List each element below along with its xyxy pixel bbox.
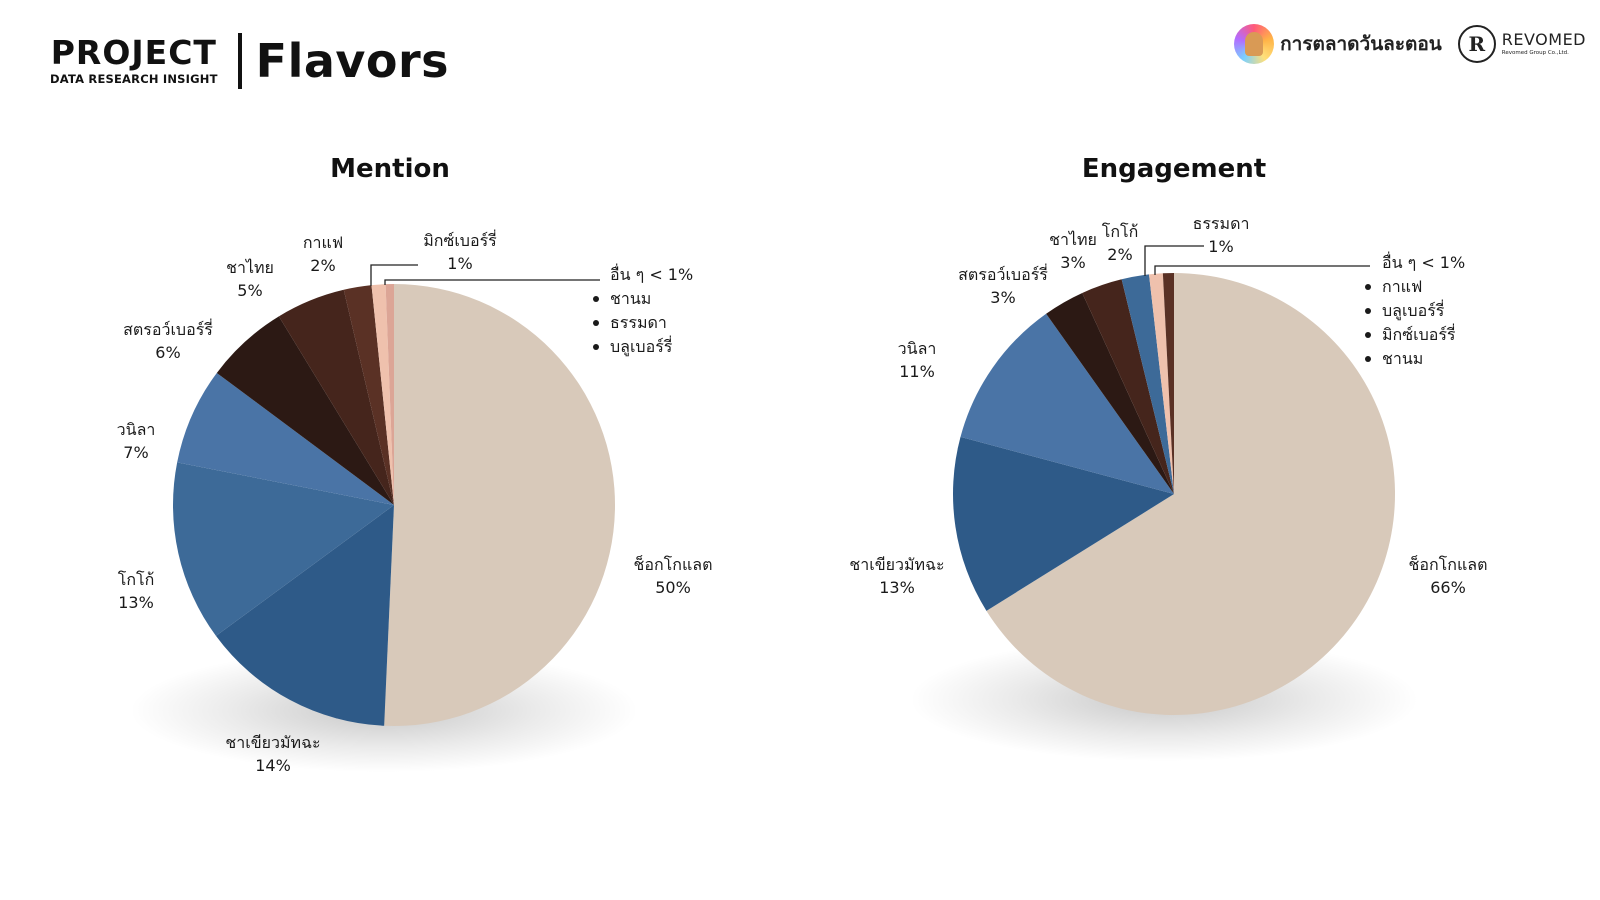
- slice-label: กาแฟ: [303, 233, 343, 252]
- leader-line: [1144, 245, 1204, 276]
- others-item: บลูเบอร์รี่: [610, 335, 673, 357]
- slice-value-label: 3%: [1060, 253, 1085, 272]
- revomed-logo-subtitle: Revomed Group Co.,Ltd.: [1501, 50, 1569, 56]
- slice-value-label: 3%: [990, 288, 1015, 307]
- others-label: อื่น ๆ < 1%: [1382, 251, 1465, 272]
- pie-slice: [986, 273, 1396, 715]
- page-title: Flavors: [255, 34, 450, 88]
- pie-slice: [278, 289, 394, 505]
- pie-slice: [216, 316, 394, 505]
- pie-slice: [177, 372, 394, 505]
- pie-slice: [1046, 292, 1174, 494]
- partner-logos: การตลาดวันละตอน R REVOMED Revomed Group …: [1234, 24, 1586, 64]
- header-divider: [237, 33, 242, 89]
- slice-label: สตรอว์เบอร์รี่: [123, 318, 213, 339]
- pie-slice: [960, 313, 1174, 494]
- slice-value-label: 50%: [655, 578, 691, 597]
- others-item: กาแฟ: [1382, 277, 1422, 296]
- pie-slice: [1149, 273, 1174, 494]
- slice-value-label: 7%: [123, 443, 148, 462]
- slice-label: ธรรมดา: [1193, 214, 1250, 233]
- marketing-logo-text: การตลาดวันละตอน: [1280, 33, 1442, 55]
- slice-value-label: 2%: [310, 256, 335, 275]
- others-item: ชานม: [1382, 349, 1423, 368]
- others-bullet: [1365, 284, 1371, 290]
- revomed-logo-icon: R: [1457, 25, 1496, 63]
- leader-line: [370, 264, 418, 286]
- slice-label: มิกซ์เบอร์รี่: [423, 229, 497, 250]
- brand-title: PROJECT: [50, 33, 217, 72]
- brand-logo: PROJECT DATA RESEARCH INSIGHT: [50, 35, 218, 87]
- others-item: บลูเบอร์รี่: [1382, 299, 1445, 321]
- slice-label: ชาเขียวมัทฉะ: [849, 555, 944, 574]
- slice-label: ช็อกโกแลต: [1409, 554, 1488, 574]
- pie-slice: [371, 284, 394, 505]
- slice-label: โกโก้: [1102, 222, 1139, 241]
- slice-label: สตรอว์เบอร์รี่: [958, 263, 1048, 284]
- pie-chart-mention: ช็อกโกแลต 50% ชาเขียวมัทฉะ 14% โกโก้ 13% วนิลา…: [117, 229, 713, 775]
- slice-value-label: 13%: [879, 578, 915, 597]
- slice-value-label: 2%: [1107, 245, 1132, 264]
- pie-slice: [173, 462, 394, 636]
- pie-slice: [1121, 274, 1174, 494]
- slice-value-label: 14%: [255, 756, 291, 775]
- chart-title-mention: Mention: [330, 154, 450, 184]
- slice-label: โกโก้: [118, 570, 155, 589]
- revomed-logo-name: REVOMED: [1501, 30, 1586, 49]
- slice-value-label: 6%: [155, 343, 180, 362]
- slice-label: วนิลา: [117, 420, 156, 439]
- others-bullet: [1365, 308, 1371, 314]
- slice-value-label: 1%: [447, 254, 472, 273]
- pie-slice: [953, 436, 1174, 611]
- others-bullet: [593, 296, 599, 302]
- slice-value-label: 11%: [899, 362, 935, 381]
- leader-line: [384, 279, 600, 285]
- pie-slice: [384, 284, 616, 726]
- others-item: ชานม: [610, 289, 651, 308]
- header: PROJECT DATA RESEARCH INSIGHT Flavors: [50, 30, 449, 92]
- others-label: อื่น ๆ < 1%: [610, 263, 693, 284]
- pie-slice: [215, 505, 394, 726]
- pie-slice: [385, 284, 394, 505]
- others-item: ธรรมดา: [610, 313, 667, 332]
- brand-subtitle: DATA RESEARCH INSIGHT: [50, 72, 218, 86]
- chart-title-engagement: Engagement: [1081, 154, 1267, 184]
- leader-line: [1154, 265, 1370, 275]
- slice-label: ชาเขียวมัทฉะ: [225, 733, 320, 752]
- slice-label: ชาไทย: [226, 258, 274, 277]
- others-item: มิกซ์เบอร์รี่: [1382, 323, 1456, 344]
- others-bullet: [1365, 356, 1371, 362]
- slice-label: ช็อกโกแลต: [634, 554, 713, 574]
- slice-value-label: 1%: [1208, 237, 1233, 256]
- slice-value-label: 66%: [1430, 578, 1466, 597]
- slice-value-label: 5%: [237, 281, 262, 300]
- revomed-logo: REVOMED Revomed Group Co.,Ltd.: [1502, 31, 1586, 57]
- slice-label: ชาไทย: [1049, 230, 1097, 249]
- others-bullet: [593, 344, 599, 350]
- pie-slice: [343, 285, 394, 505]
- pie-slice: [1162, 273, 1174, 494]
- others-bullet: [1365, 332, 1371, 338]
- others-bullet: [593, 320, 599, 326]
- marketing-logo-icon: [1234, 24, 1275, 64]
- slice-label: วนิลา: [898, 339, 937, 358]
- pie-chart-engagement: ช็อกโกแลต 66% ชาเขียวมัทฉะ 13% วนิลา 11% สตรอว…: [849, 214, 1488, 762]
- slice-value-label: 13%: [118, 593, 154, 612]
- pie-slice: [1082, 279, 1174, 494]
